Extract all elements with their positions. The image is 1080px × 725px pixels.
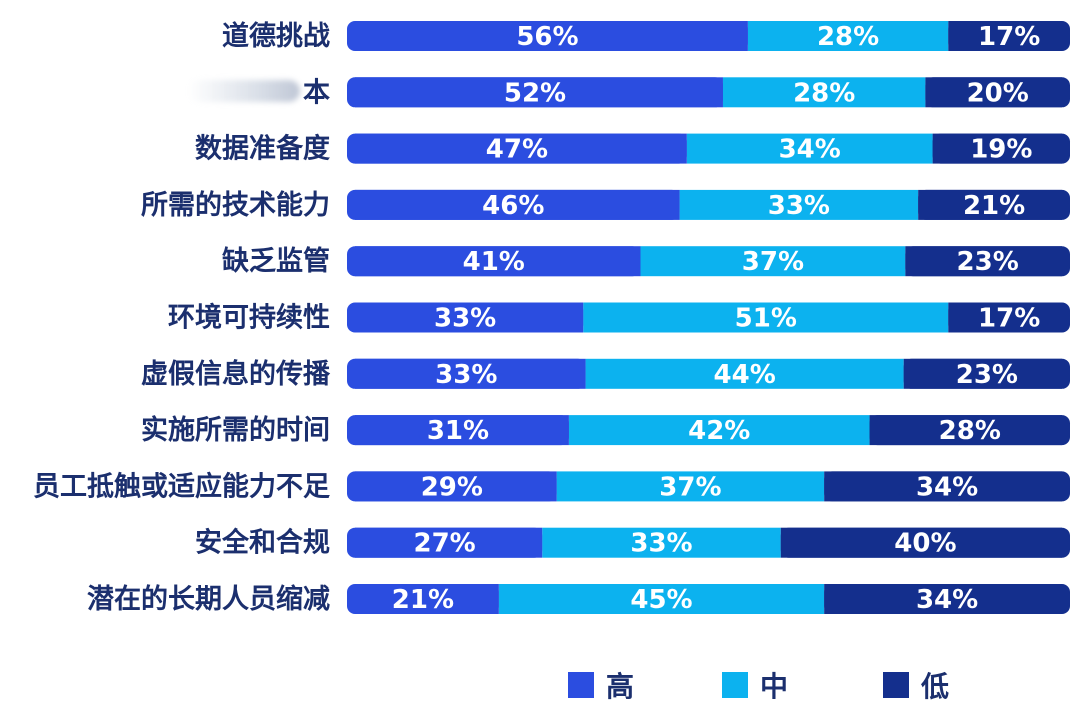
data-label: 33% <box>435 360 497 390</box>
bar-segment-中 <box>640 246 906 277</box>
data-label: 56% <box>516 22 578 52</box>
bar-segment-fill <box>932 133 1062 164</box>
data-label: 31% <box>427 416 489 446</box>
data-label: 27% <box>413 529 475 559</box>
category-label: 数据准备度 <box>195 133 330 165</box>
data-label: 34% <box>916 585 978 615</box>
data-label: 23% <box>957 247 1019 277</box>
bar-segment-fill <box>948 302 1062 333</box>
data-label: 34% <box>779 135 841 165</box>
data-label: 41% <box>463 247 525 277</box>
legend-label: 低 <box>920 670 949 703</box>
bar-segment-中 <box>722 77 926 108</box>
data-label: 37% <box>742 247 804 277</box>
data-label: 46% <box>482 191 544 221</box>
category-label: 安全和合规 <box>195 527 330 559</box>
category-label: 缺乏监管 <box>222 246 330 277</box>
data-label: 29% <box>421 472 483 502</box>
legend-label: 高 <box>606 670 634 703</box>
legend: 高中低 <box>568 670 949 703</box>
data-label: 23% <box>956 360 1018 390</box>
bar-segment-fill <box>780 527 1062 558</box>
redacted-label-smudge <box>188 80 300 102</box>
bar-segment-fill <box>925 77 1062 108</box>
bar-segment-中 <box>747 21 949 51</box>
category-label: 实施所需的时间 <box>141 414 330 446</box>
bar-segment-fill <box>355 584 499 614</box>
bar-segment-fill <box>355 302 584 333</box>
bars-group <box>347 21 1070 614</box>
data-label: 20% <box>967 78 1029 108</box>
bar-segment-fill <box>355 415 569 446</box>
legend-swatch <box>722 672 748 698</box>
data-label: 17% <box>978 304 1040 334</box>
bar-segment-fill <box>355 21 748 51</box>
data-label: 52% <box>504 78 566 108</box>
bar-segment-中 <box>568 415 870 446</box>
bar-segment-中 <box>556 471 825 502</box>
bar-segment-fill <box>905 246 1062 277</box>
bar-segment-fill <box>824 584 1062 614</box>
legend-swatch <box>568 672 594 698</box>
bar-segment-中 <box>585 358 904 389</box>
data-label: 45% <box>630 585 692 615</box>
data-label: 40% <box>894 529 956 559</box>
category-label: 道德挑战 <box>222 20 330 52</box>
data-label: 33% <box>630 529 692 559</box>
bar-segment-fill <box>355 189 680 220</box>
category-label: 所需的技术能力 <box>141 189 330 221</box>
category-label: 员工抵触或适应能力不足 <box>33 470 330 502</box>
data-label: 33% <box>434 304 496 334</box>
bar-segment-中 <box>686 133 933 164</box>
category-label: 虚假信息的传播 <box>141 358 331 390</box>
data-label: 33% <box>768 191 830 221</box>
bar-segment-fill <box>355 358 586 389</box>
data-label: 34% <box>916 472 978 502</box>
bar-segment-fill <box>918 189 1062 220</box>
bar-segment-中 <box>498 584 825 614</box>
bar-segment-fill <box>903 358 1062 389</box>
data-label: 44% <box>714 360 776 390</box>
category-label: 环境可持续性 <box>168 303 330 334</box>
data-label: 17% <box>978 22 1040 52</box>
data-label: 51% <box>735 304 797 334</box>
data-label: 42% <box>688 416 750 446</box>
bar-segment-fill <box>824 471 1062 502</box>
data-label: 21% <box>963 191 1025 221</box>
bar-segment-中 <box>679 189 919 220</box>
bar-segment-fill <box>355 133 687 164</box>
bar-segment-fill <box>355 527 543 558</box>
bar-segment-fill <box>355 77 723 108</box>
legend-label: 中 <box>760 670 788 703</box>
data-label: 47% <box>486 135 548 165</box>
data-label: 19% <box>970 135 1032 165</box>
data-label: 28% <box>939 416 1001 446</box>
bar-segment-fill <box>355 246 641 277</box>
category-label: 本 <box>303 77 330 108</box>
data-label: 21% <box>392 585 454 615</box>
bar-segment-fill <box>869 415 1062 446</box>
legend-swatch <box>883 672 909 698</box>
bar-segment-中 <box>542 527 781 558</box>
data-label: 28% <box>793 78 855 108</box>
bar-segment-fill <box>948 21 1062 51</box>
category-label: 潜在的长期人员缩减 <box>87 583 330 615</box>
bar-segment-中 <box>583 302 949 333</box>
data-label: 37% <box>659 472 721 502</box>
bar-segment-fill <box>355 471 557 502</box>
labels-group: 道德挑战 56% 28% 17% 本 52% 28% 20% 数据准备度 47% 34% 19% 所需的… <box>33 20 1040 615</box>
data-label: 28% <box>817 22 879 52</box>
